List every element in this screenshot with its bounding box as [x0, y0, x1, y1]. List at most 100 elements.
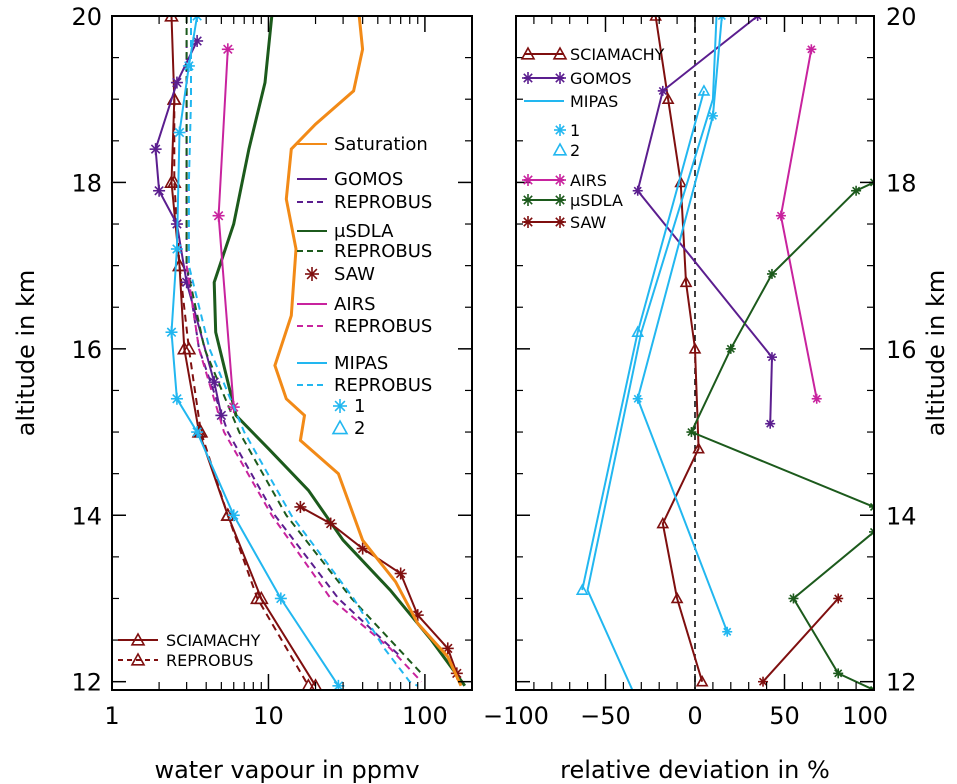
- data-point: [181, 341, 197, 355]
- legend-label: MIPAS: [334, 353, 388, 374]
- left-series-layer: [149, 16, 467, 690]
- left-plot-frame: [111, 15, 473, 691]
- y-tick-label: 18: [886, 169, 917, 197]
- asterisk-stroke: [869, 178, 874, 184]
- series-line-mipas: [170, 16, 340, 687]
- asterisk-stroke: [658, 86, 667, 95]
- data-point: [670, 591, 684, 604]
- asterisk-stroke: [223, 44, 233, 55]
- asterisk-stroke: [166, 327, 177, 337]
- legend-marker: [554, 72, 566, 84]
- data-point: [575, 583, 589, 595]
- x-axis-title: relative deviation in %: [560, 756, 830, 784]
- data-point: [716, 16, 727, 21]
- legend-label: 2: [354, 418, 365, 439]
- asterisk-stroke: [633, 186, 642, 195]
- x-tick-label: −50: [580, 702, 631, 730]
- asterisk-stroke: [333, 681, 344, 690]
- asterisk-stroke: [192, 427, 202, 437]
- asterisk-stroke: [767, 353, 777, 362]
- asterisk-stroke: [807, 45, 816, 54]
- asterisk-stroke: [172, 244, 182, 254]
- asterisk-stroke: [633, 394, 642, 403]
- data-point: [869, 501, 874, 512]
- legend-label: SCIAMACHY: [570, 45, 665, 64]
- data-point: [692, 442, 705, 454]
- data-point: [869, 685, 874, 690]
- legend-marker: [522, 72, 534, 84]
- legend-marker: [554, 124, 566, 136]
- data-point: [274, 592, 287, 605]
- asterisk-stroke: [708, 111, 717, 120]
- data-point: [686, 427, 697, 438]
- legend-marker: [331, 419, 349, 435]
- series-line-saturation: [273, 16, 463, 687]
- asterisk-stroke: [758, 677, 768, 686]
- series-line-mipas-1: [636, 16, 729, 633]
- data-point: [833, 593, 844, 604]
- legend-label: 1: [570, 121, 580, 140]
- y-axis-title: altitude in km: [922, 270, 950, 437]
- x-tick-label: 100: [402, 702, 448, 730]
- legend-marker: [554, 194, 566, 206]
- series-line-saw: [762, 597, 839, 683]
- asterisk-stroke: [555, 125, 565, 135]
- series-line-sciamachy-reprobus: [173, 99, 310, 687]
- asterisk-stroke: [555, 195, 565, 205]
- data-point: [766, 352, 777, 363]
- data-point: [758, 676, 769, 687]
- data-point: [752, 16, 763, 21]
- asterisk-stroke: [523, 175, 533, 185]
- legend-marker: [554, 216, 566, 228]
- data-point: [301, 678, 315, 690]
- legend-marker: [333, 399, 347, 413]
- data-point: [441, 642, 454, 655]
- asterisk-stroke: [766, 419, 775, 428]
- asterisk-stroke: [209, 377, 219, 387]
- legend-label: REPROBUS: [334, 241, 432, 262]
- legend-label: AIRS: [570, 171, 607, 190]
- y-tick-label: 12: [886, 669, 917, 697]
- x-tick-label: 0: [687, 702, 702, 730]
- data-point: [811, 393, 822, 404]
- x-tick-label: 50: [769, 702, 800, 730]
- legend-label: 2: [570, 141, 580, 160]
- data-point: [851, 185, 862, 196]
- data-point: [631, 325, 645, 337]
- right-series-layer: [575, 16, 874, 690]
- right-panel: 12 14 16 18 20 −100 −50 0 50 100 relative deviatio…: [483, 3, 950, 784]
- asterisk-stroke: [869, 505, 874, 512]
- series-line-mipas-2: [581, 90, 705, 591]
- data-point: [697, 84, 711, 96]
- asterisk-stroke: [228, 510, 239, 521]
- data-point: [695, 675, 709, 687]
- data-point: [806, 44, 817, 55]
- series-line-airs-reprobus: [185, 265, 423, 683]
- legend-marker: [522, 194, 534, 206]
- legend-label: REPROBUS: [166, 651, 253, 670]
- legend-label: GOMOS: [570, 69, 632, 88]
- asterisk-stroke: [834, 594, 843, 603]
- data-point: [180, 276, 193, 289]
- asterisk-stroke: [154, 185, 164, 196]
- data-point: [661, 92, 675, 105]
- legend-marker: [522, 174, 534, 186]
- data-point: [725, 343, 736, 354]
- asterisk-stroke: [789, 594, 798, 603]
- asterisk-stroke: [555, 73, 565, 83]
- asterisk-stroke: [174, 127, 185, 138]
- legend-marker: [554, 174, 566, 186]
- asterisk-stroke: [295, 502, 306, 512]
- legend-label: μSDLA: [334, 221, 394, 242]
- legend-label: REPROBUS: [334, 375, 432, 396]
- legend-marker: [305, 267, 319, 281]
- legend-label: Saturation: [334, 134, 428, 155]
- series-line-μsdla-b: [792, 531, 874, 690]
- data-point: [221, 43, 234, 56]
- x-tick-label: 100: [842, 702, 888, 730]
- series-line-μsdla: [690, 181, 874, 508]
- data-point: [688, 342, 702, 354]
- data-point: [191, 426, 204, 439]
